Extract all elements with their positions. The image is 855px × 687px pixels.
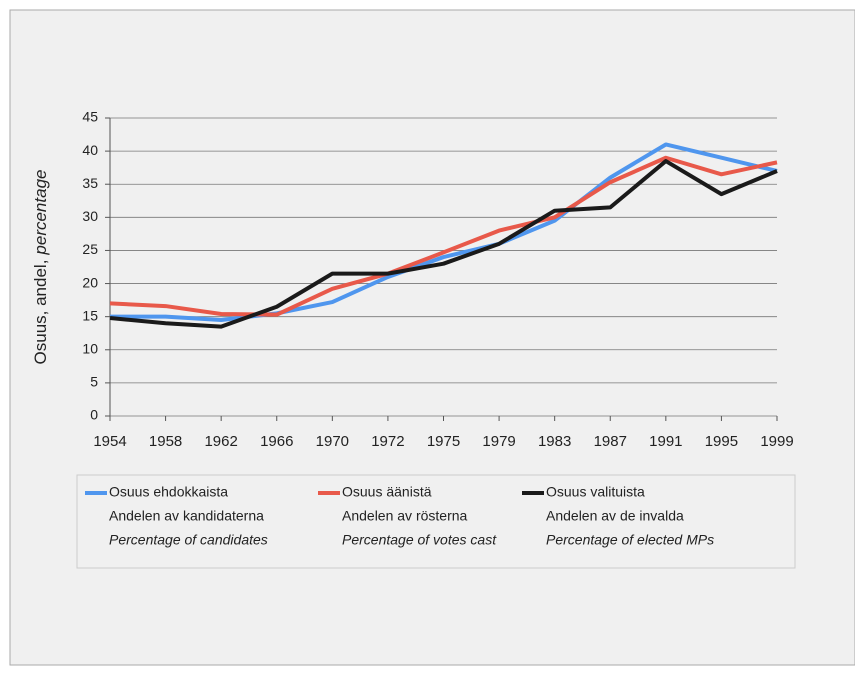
y-tick-label: 10 [82, 340, 98, 356]
x-tick-label: 1954 [93, 433, 126, 450]
x-tick-label: 1987 [594, 433, 627, 450]
y-tick-label: 25 [82, 241, 98, 257]
series-line [109, 155, 778, 317]
y-tick-label: 0 [90, 407, 98, 423]
legend-label-en: Percentage of candidates [109, 532, 268, 548]
y-tick-label: 45 [82, 109, 98, 125]
x-tick-label: 1979 [482, 433, 515, 450]
x-tick-label: 1999 [760, 433, 793, 450]
x-tick-label: 1962 [204, 433, 237, 450]
legend-label-en: Percentage of elected MPs [546, 532, 714, 548]
plot-area [110, 118, 777, 416]
x-tick-label: 1972 [371, 433, 404, 450]
x-tick-label: 1958 [149, 433, 182, 450]
x-tick-label: 1966 [260, 433, 293, 450]
y-tick-label: 5 [90, 374, 98, 390]
x-tick-label: 1995 [705, 433, 738, 450]
legend-label-en: Percentage of votes cast [342, 532, 497, 548]
legend-label: Osuus äänistä [342, 484, 432, 500]
x-tick-label: 1975 [427, 433, 460, 450]
y-tick-label: 30 [82, 208, 98, 224]
series-line [110, 142, 778, 322]
series-line [109, 159, 778, 329]
y-tick-label: 40 [82, 142, 98, 158]
y-tick-label: 15 [82, 307, 98, 323]
x-tick-label: 1983 [538, 433, 571, 450]
y-tick-label: 35 [82, 175, 98, 191]
legend-label-sv: Andelen av rösterna [342, 508, 468, 524]
x-tick-label: 1970 [316, 433, 349, 450]
y-axis-label: Osuus, andel,percentage [31, 170, 50, 365]
legend-box [76, 474, 796, 569]
x-tick-label: 1991 [649, 433, 682, 450]
legend-label-sv: Andelen av de invalda [546, 508, 684, 524]
y-tick-label: 20 [82, 274, 98, 290]
legend-label-sv: Andelen av kandidaterna [109, 508, 264, 524]
legend-label: Osuus ehdokkaista [109, 484, 228, 500]
legend-label: Osuus valituista [546, 484, 645, 500]
